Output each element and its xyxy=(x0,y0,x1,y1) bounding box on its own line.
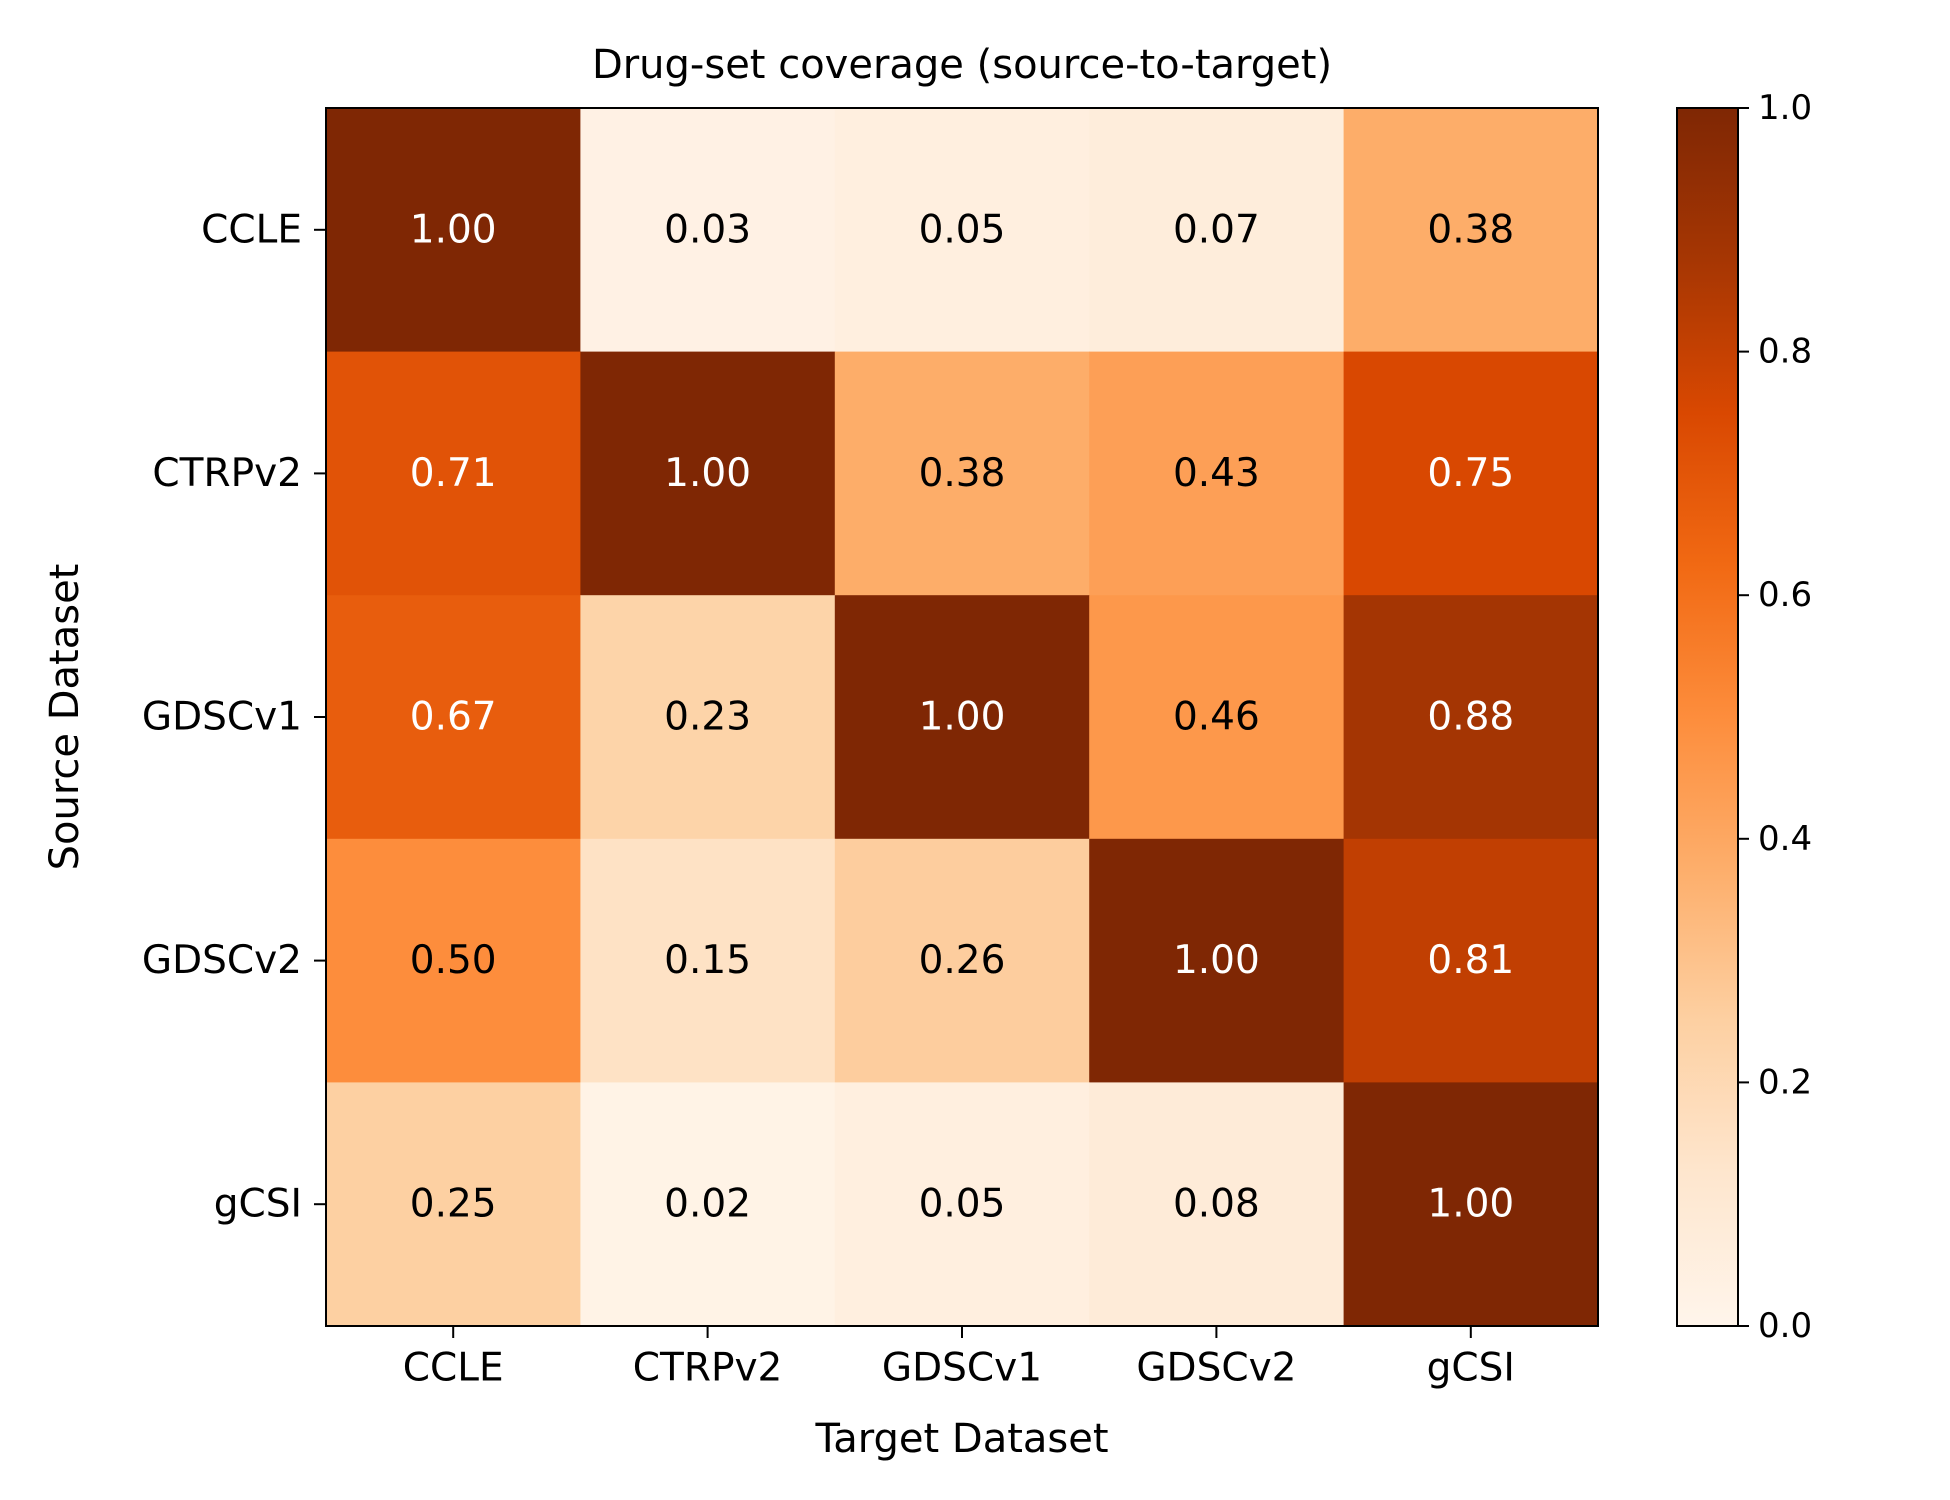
cell-value-label: 0.38 xyxy=(919,451,1006,496)
colorbar-tick-label: 0.6 xyxy=(1758,575,1812,615)
heatmap-cell-labels: 1.00 0.03 0.05 0.07 0.38 0.71 1.00 0.38 0.43 0.75… xyxy=(410,207,1514,1226)
heatmap-cell xyxy=(1343,351,1599,596)
heatmap-cell xyxy=(1343,108,1599,353)
colorbar-tick-label: 0.4 xyxy=(1758,819,1812,859)
x-tick-label: gCSI xyxy=(1427,1346,1515,1391)
cell-value-label: 0.67 xyxy=(410,695,497,740)
cell-value-label: 0.05 xyxy=(919,1182,1006,1227)
cell-value-label: 0.07 xyxy=(1173,207,1260,252)
heatmap-cell xyxy=(326,108,581,353)
cell-value-label: 1.00 xyxy=(410,207,497,252)
y-tick-label: GDSCv2 xyxy=(142,938,302,983)
x-tick-label: CCLE xyxy=(403,1346,504,1391)
heatmap-cell xyxy=(580,1082,836,1327)
x-tick-label: CTRPv2 xyxy=(633,1346,783,1391)
heatmap-cell xyxy=(326,838,581,1083)
cell-value-label: 0.75 xyxy=(1427,451,1514,496)
colorbar-ticks: 0.0 0.2 0.4 0.6 0.8 1.0 xyxy=(1738,88,1812,1346)
cell-value-label: 0.50 xyxy=(410,938,497,983)
cell-value-label: 0.08 xyxy=(1173,1182,1260,1227)
y-axis-ticks: CCLE CTRPv2 GDSCv1 GDSCv2 gCSI xyxy=(142,207,326,1227)
x-tick-label: GDSCv2 xyxy=(1136,1346,1296,1391)
y-tick-label: CTRPv2 xyxy=(152,451,302,496)
cell-value-label: 0.05 xyxy=(919,207,1006,252)
cell-value-label: 0.46 xyxy=(1173,695,1260,740)
heatmap-cell xyxy=(1089,1082,1345,1327)
cell-value-label: 0.88 xyxy=(1427,695,1514,740)
heatmap-cell xyxy=(326,1082,581,1327)
heatmap-cell xyxy=(1343,595,1599,840)
heatmap-cell xyxy=(834,838,1090,1083)
cell-value-label: 0.25 xyxy=(410,1182,497,1227)
cell-value-label: 1.00 xyxy=(1427,1182,1514,1227)
heatmap-cell xyxy=(580,838,836,1083)
heatmap-cell xyxy=(580,351,836,596)
heatmap-cell xyxy=(834,108,1090,353)
heatmap-cell xyxy=(580,595,836,840)
heatmap-cell xyxy=(1343,1082,1599,1327)
y-axis-title: Source Dataset xyxy=(42,564,88,871)
cell-value-label: 0.26 xyxy=(919,938,1006,983)
cell-value-label: 0.43 xyxy=(1173,451,1260,496)
colorbar xyxy=(1676,107,1739,1327)
heatmap-cell xyxy=(1089,595,1345,840)
heatmap-cell xyxy=(580,108,836,353)
heatmap-cell xyxy=(834,595,1090,840)
colorbar-tick-label: 1.0 xyxy=(1758,88,1812,128)
heatmap-cell xyxy=(326,595,581,840)
colorbar-tick-label: 0.0 xyxy=(1758,1306,1812,1346)
heatmap-cell xyxy=(1343,838,1599,1083)
heatmap-cell xyxy=(326,351,581,596)
cell-value-label: 0.03 xyxy=(664,207,751,252)
cell-value-label: 1.00 xyxy=(919,695,1006,740)
heatmap-cell xyxy=(834,351,1090,596)
cell-value-label: 0.15 xyxy=(664,938,751,983)
cell-value-label: 0.71 xyxy=(410,451,497,496)
cell-value-label: 0.02 xyxy=(664,1182,751,1227)
colorbar-tick-label: 0.8 xyxy=(1758,332,1812,372)
y-tick-label: CCLE xyxy=(201,207,302,252)
y-tick-label: gCSI xyxy=(214,1182,302,1227)
cell-value-label: 1.00 xyxy=(1173,938,1260,983)
x-axis-title: Target Dataset xyxy=(814,1416,1108,1462)
cell-value-label: 0.38 xyxy=(1427,207,1514,252)
y-tick-label: GDSCv1 xyxy=(142,695,302,740)
cell-value-label: 0.81 xyxy=(1427,938,1514,983)
x-axis-ticks: CCLE CTRPv2 GDSCv1 GDSCv2 gCSI xyxy=(403,1326,1515,1391)
x-tick-label: GDSCv1 xyxy=(882,1346,1042,1391)
heatmap-cell xyxy=(1089,108,1345,353)
heatmap-cell xyxy=(1089,351,1345,596)
chart-title: Drug-set coverage (source-to-target) xyxy=(592,42,1332,88)
cell-value-label: 0.23 xyxy=(664,695,751,740)
cell-value-label: 1.00 xyxy=(664,451,751,496)
heatmap-cell xyxy=(834,1082,1090,1327)
heatmap-cell xyxy=(1089,838,1345,1083)
heatmap-cells xyxy=(326,108,1599,1327)
colorbar-tick-label: 0.2 xyxy=(1758,1062,1812,1102)
